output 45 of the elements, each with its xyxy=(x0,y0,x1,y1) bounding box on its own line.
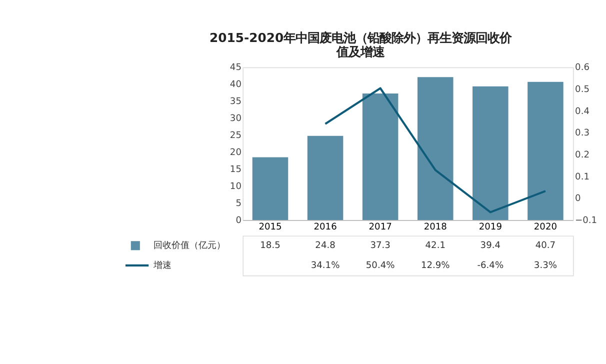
x-tick-label: 2018 xyxy=(424,222,448,233)
y2-tick-label: −0.1 xyxy=(575,216,598,226)
y2-tick-label: 0.4 xyxy=(575,106,590,117)
y-tick-label: 40 xyxy=(230,80,242,90)
data-label: 40.7 xyxy=(535,241,556,252)
y2-tick-label: 0.1 xyxy=(575,172,590,182)
legend-label: 回收价值（亿元） xyxy=(154,240,226,252)
data-label: 39.4 xyxy=(480,241,501,252)
bar xyxy=(307,136,344,220)
y2-tick-label: 0 xyxy=(575,194,582,204)
bar xyxy=(472,86,508,220)
y-tick-label: 25 xyxy=(230,131,242,142)
line-series xyxy=(324,87,546,214)
legend-label: 增速 xyxy=(152,260,172,271)
data-label: 42.1 xyxy=(425,241,446,252)
x-tick-label: 2020 xyxy=(534,222,558,233)
y-tick-label: 20 xyxy=(230,148,242,158)
data-label: 24.8 xyxy=(315,241,336,252)
x-tick-label: 2017 xyxy=(368,222,392,233)
y-tick-label: 15 xyxy=(230,165,242,176)
y-tick-label: 30 xyxy=(230,114,242,124)
y2-tick-label: 0.5 xyxy=(575,85,590,96)
x-tick-label: 2015 xyxy=(258,222,282,233)
y2-tick-label: 0.6 xyxy=(575,63,590,74)
bar xyxy=(362,93,398,220)
y-tick-label: 45 xyxy=(230,63,242,74)
x-tick-label: 2019 xyxy=(478,222,502,233)
bar xyxy=(417,77,454,220)
bar xyxy=(528,82,564,220)
y-tick-label: 5 xyxy=(236,198,242,209)
y-tick-label: 10 xyxy=(230,182,242,192)
data-label: 3.3% xyxy=(534,260,558,271)
y-tick-label: 0 xyxy=(236,216,242,226)
y2-tick-label: 0.2 xyxy=(575,150,590,160)
data-label: -6.4% xyxy=(477,260,504,271)
x-tick-label: 2016 xyxy=(314,222,338,233)
data-label: 12.9% xyxy=(420,260,450,271)
y2-tick-label: 0.3 xyxy=(575,128,590,139)
data-label: 18.5 xyxy=(260,241,280,252)
y-tick-label: 35 xyxy=(230,97,242,108)
chart-title: 2015-2020年中国废电池（铅酸除外）再生资源回收价值及增速 xyxy=(210,31,513,60)
data-label: 50.4% xyxy=(366,260,396,271)
data-label: 37.3 xyxy=(370,241,391,252)
data-label: 34.1% xyxy=(310,260,340,271)
bar xyxy=(252,157,288,220)
